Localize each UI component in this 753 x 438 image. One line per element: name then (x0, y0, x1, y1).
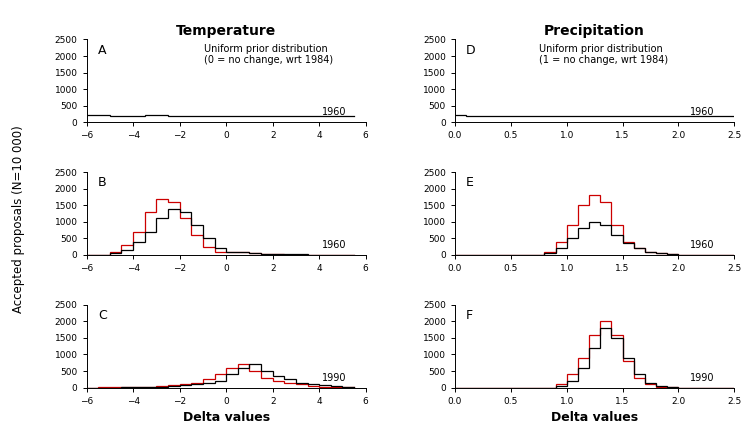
Text: 1960: 1960 (691, 240, 715, 250)
Text: Uniform prior distribution
(0 = no change, wrt 1984): Uniform prior distribution (0 = no chang… (204, 43, 333, 65)
Text: D: D (466, 43, 476, 57)
Text: 1990: 1990 (322, 373, 346, 383)
Text: C: C (98, 309, 106, 322)
Title: Temperature: Temperature (176, 24, 276, 38)
Text: F: F (466, 309, 474, 322)
X-axis label: Delta values: Delta values (182, 411, 270, 424)
Text: Accepted proposals (N=10 000): Accepted proposals (N=10 000) (12, 125, 26, 313)
Text: E: E (466, 176, 474, 189)
Text: Uniform prior distribution
(1 = no change, wrt 1984): Uniform prior distribution (1 = no chang… (539, 43, 668, 65)
Text: 1990: 1990 (691, 373, 715, 383)
X-axis label: Delta values: Delta values (551, 411, 639, 424)
Text: B: B (98, 176, 106, 189)
Text: 1960: 1960 (691, 107, 715, 117)
Text: 1960: 1960 (322, 240, 346, 250)
Text: A: A (98, 43, 106, 57)
Title: Precipitation: Precipitation (544, 24, 645, 38)
Text: 1960: 1960 (322, 107, 346, 117)
